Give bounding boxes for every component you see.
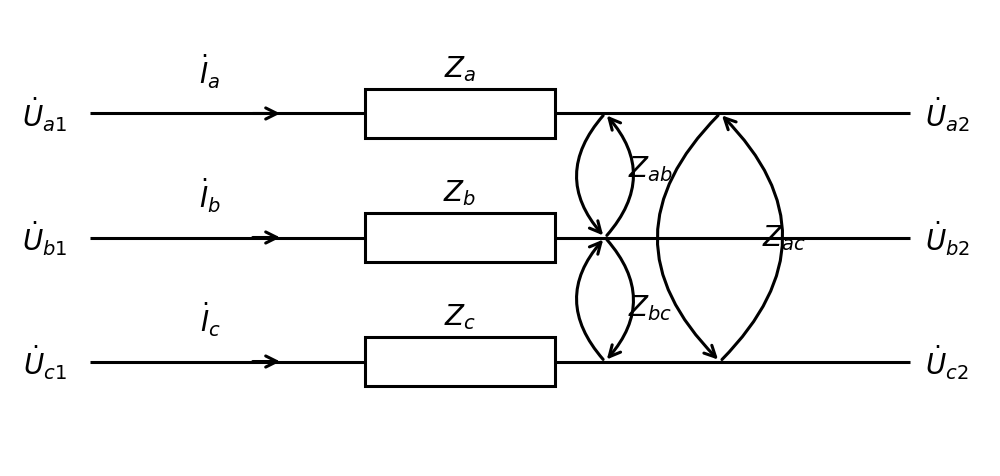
Text: $Z_{ac}$: $Z_{ac}$ [762, 223, 806, 253]
Text: $\dot{U}_{c1}$: $\dot{U}_{c1}$ [23, 343, 67, 381]
FancyArrowPatch shape [657, 116, 718, 357]
Text: $Z_{ab}$: $Z_{ab}$ [628, 154, 673, 184]
FancyArrowPatch shape [722, 119, 783, 360]
Text: $Z_{bc}$: $Z_{bc}$ [628, 292, 672, 322]
Text: $Z_{a}$: $Z_{a}$ [444, 54, 476, 84]
Text: $\dot{U}_{b2}$: $\dot{U}_{b2}$ [925, 219, 970, 257]
Text: $\dot{U}_{a1}$: $\dot{U}_{a1}$ [22, 95, 68, 133]
Text: $\dot{I}_{c}$: $\dot{I}_{c}$ [200, 300, 220, 338]
FancyArrowPatch shape [607, 119, 633, 236]
Text: $\dot{I}_{b}$: $\dot{I}_{b}$ [199, 176, 221, 214]
Text: $\dot{I}_{a}$: $\dot{I}_{a}$ [199, 52, 221, 90]
Text: $\dot{U}_{a2}$: $\dot{U}_{a2}$ [925, 95, 970, 133]
FancyBboxPatch shape [365, 89, 555, 139]
FancyArrowPatch shape [607, 240, 633, 357]
FancyArrowPatch shape [577, 116, 603, 233]
FancyBboxPatch shape [365, 213, 555, 263]
Text: $\dot{U}_{c2}$: $\dot{U}_{c2}$ [925, 343, 969, 381]
FancyBboxPatch shape [365, 337, 555, 387]
FancyArrowPatch shape [577, 243, 603, 360]
Text: $\dot{U}_{b1}$: $\dot{U}_{b1}$ [22, 219, 68, 257]
Text: $Z_{c}$: $Z_{c}$ [444, 302, 476, 331]
Text: $Z_{b}$: $Z_{b}$ [443, 178, 477, 208]
